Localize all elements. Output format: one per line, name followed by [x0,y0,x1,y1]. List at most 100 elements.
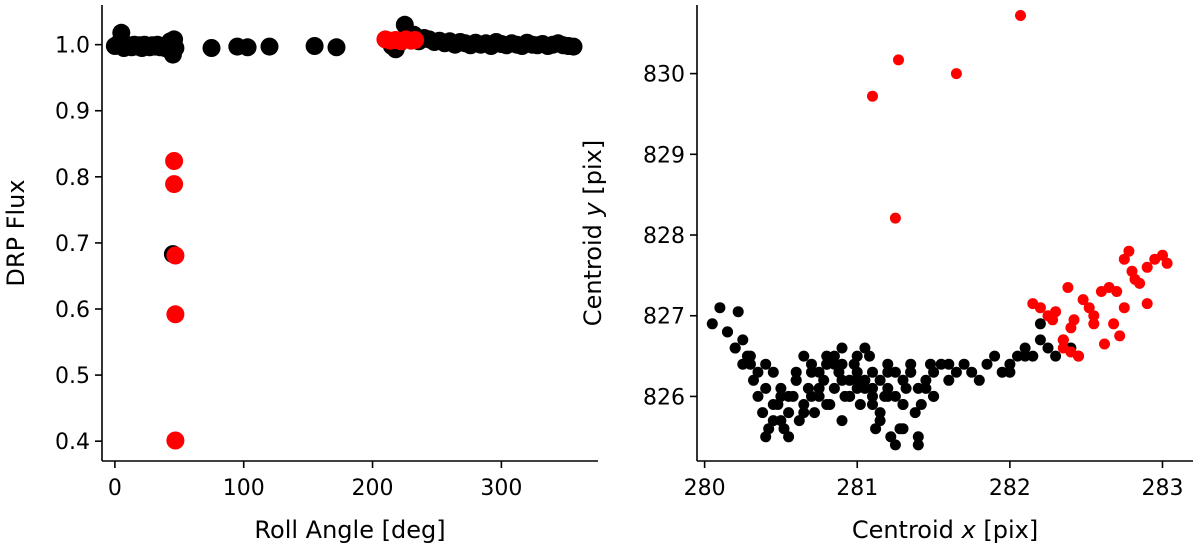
right-point-s0-43 [882,366,894,378]
right-point-s0-102 [867,366,878,378]
right-point-s0-25 [813,390,825,402]
right-point-s0-131 [821,358,833,370]
left-x-ticks: 0 100 200 300 [108,461,522,501]
left-x-tick-label-0: 0 [108,476,122,501]
right-point-s1-28 [1141,261,1153,273]
right-y-axis-label: Centroid y [pix] [579,140,607,326]
left-point-s1-4 [166,431,185,450]
right-point-s0-134 [882,390,894,402]
left-y-tick-label-2: 0.6 [55,298,90,323]
right-point-s0-115 [920,382,932,394]
right-point-s0-77 [767,399,779,410]
left-y-tick-label-0: 0.4 [55,430,90,455]
right-point-s1-30 [1157,249,1168,261]
right-point-s0-117 [905,366,917,378]
right-point-s1-19 [1099,338,1110,350]
right-point-s1-1 [893,54,904,66]
right-point-s1-10 [1057,334,1069,346]
right-point-s0-55 [928,366,940,378]
left-point-s1-1 [165,175,184,194]
right-point-s0-125 [729,342,741,354]
right-point-s0-124 [737,358,749,370]
right-point-s0-5 [737,334,749,346]
right-point-s0-128 [912,382,924,394]
right-x-tick-label-2: 282 [989,476,1031,501]
right-y-tick-label-2: 828 [643,224,685,249]
right-point-s0-120 [1004,366,1016,378]
right-x-ticks: 280 281 282 283 [684,461,1183,501]
right-point-s1-32 [1057,342,1069,354]
right-point-s0-93 [889,390,901,402]
right-point-s0-79 [783,390,795,402]
right-point-s0-31 [836,342,848,354]
right-x-tick-label-0: 280 [684,476,726,501]
right-point-s0-101 [851,350,863,362]
right-y-tick-label-4: 830 [643,63,685,88]
right-point-s0-123 [722,326,733,338]
left-y-tick-label-5: 0.9 [55,100,90,125]
right-point-s0-126 [767,366,779,378]
right-y-label-var: y [579,201,607,217]
right-point-s0-23 [806,358,817,370]
right-x-tick-label-1: 281 [836,476,878,501]
right-point-s0-33 [844,374,856,386]
right-point-s0-88 [851,366,863,378]
left-x-tick-label-1: 100 [223,476,265,501]
left-point-s1-2 [166,246,185,265]
right-point-s0-130 [836,358,848,370]
right-point-s0-17 [783,407,795,419]
right-point-s0-81 [798,407,810,419]
right-point-s1-22 [1111,286,1123,297]
left-point-s0-30 [305,37,324,55]
right-point-s0-38 [864,350,875,362]
right-point-s0-60 [966,366,978,378]
right-point-s0-122 [1034,318,1046,330]
right-point-s0-27 [821,350,833,362]
left-point-s0-26 [202,39,221,57]
right-point-s0-95 [905,358,917,370]
right-point-s0-68 [1027,350,1039,362]
right-point-s0-56 [935,358,947,370]
right-point-s0-51 [912,431,924,443]
right-point-s1-11 [1062,282,1074,293]
right-point-s0-113 [775,390,787,402]
right-point-s0-64 [996,366,1008,378]
right-point-s1-9 [1050,306,1062,318]
right-point-s1-21 [1108,318,1120,330]
right-y-label-part-1: Centroid [579,216,607,326]
right-point-s0-39 [867,390,878,402]
right-point-s0-85 [828,358,840,370]
right-point-s0-82 [806,366,817,378]
right-point-s0-108 [844,390,856,402]
left-data-points [105,15,583,450]
right-y-tick-label-1: 827 [643,305,685,330]
right-point-s0-121 [1019,350,1031,362]
right-point-s0-36 [854,399,866,410]
right-point-s0-41 [874,407,886,419]
left-y-tick-label-3: 0.7 [55,232,90,257]
right-point-s0-26 [818,374,830,386]
right-y-ticks: 826 827 828 829 830 [643,63,697,410]
right-y-label-part-2: [pix] [579,140,607,202]
right-y-tick-label-3: 829 [643,143,685,168]
right-y-tick-label-0: 826 [643,385,685,410]
right-point-s0-103 [882,382,894,394]
right-point-s0-21 [798,399,810,410]
right-point-s0-0 [706,318,718,330]
right-point-s0-67 [1019,342,1031,354]
right-point-s0-129 [928,390,940,402]
left-point-s1-0 [165,152,184,170]
right-point-s1-2 [950,68,962,80]
right-point-s1-34 [1088,310,1100,322]
right-point-s0-12 [763,423,775,435]
right-point-s0-52 [915,399,927,410]
right-point-s0-19 [790,366,802,378]
right-point-s0-109 [859,342,871,354]
right-point-s0-70 [1042,342,1054,354]
right-point-s0-78 [775,415,787,427]
right-point-s0-112 [760,358,772,370]
right-point-s1-25 [1123,245,1135,257]
left-y-axis-label: DRP Flux [2,179,30,286]
right-point-s0-119 [943,358,955,370]
right-point-s0-58 [950,366,962,378]
